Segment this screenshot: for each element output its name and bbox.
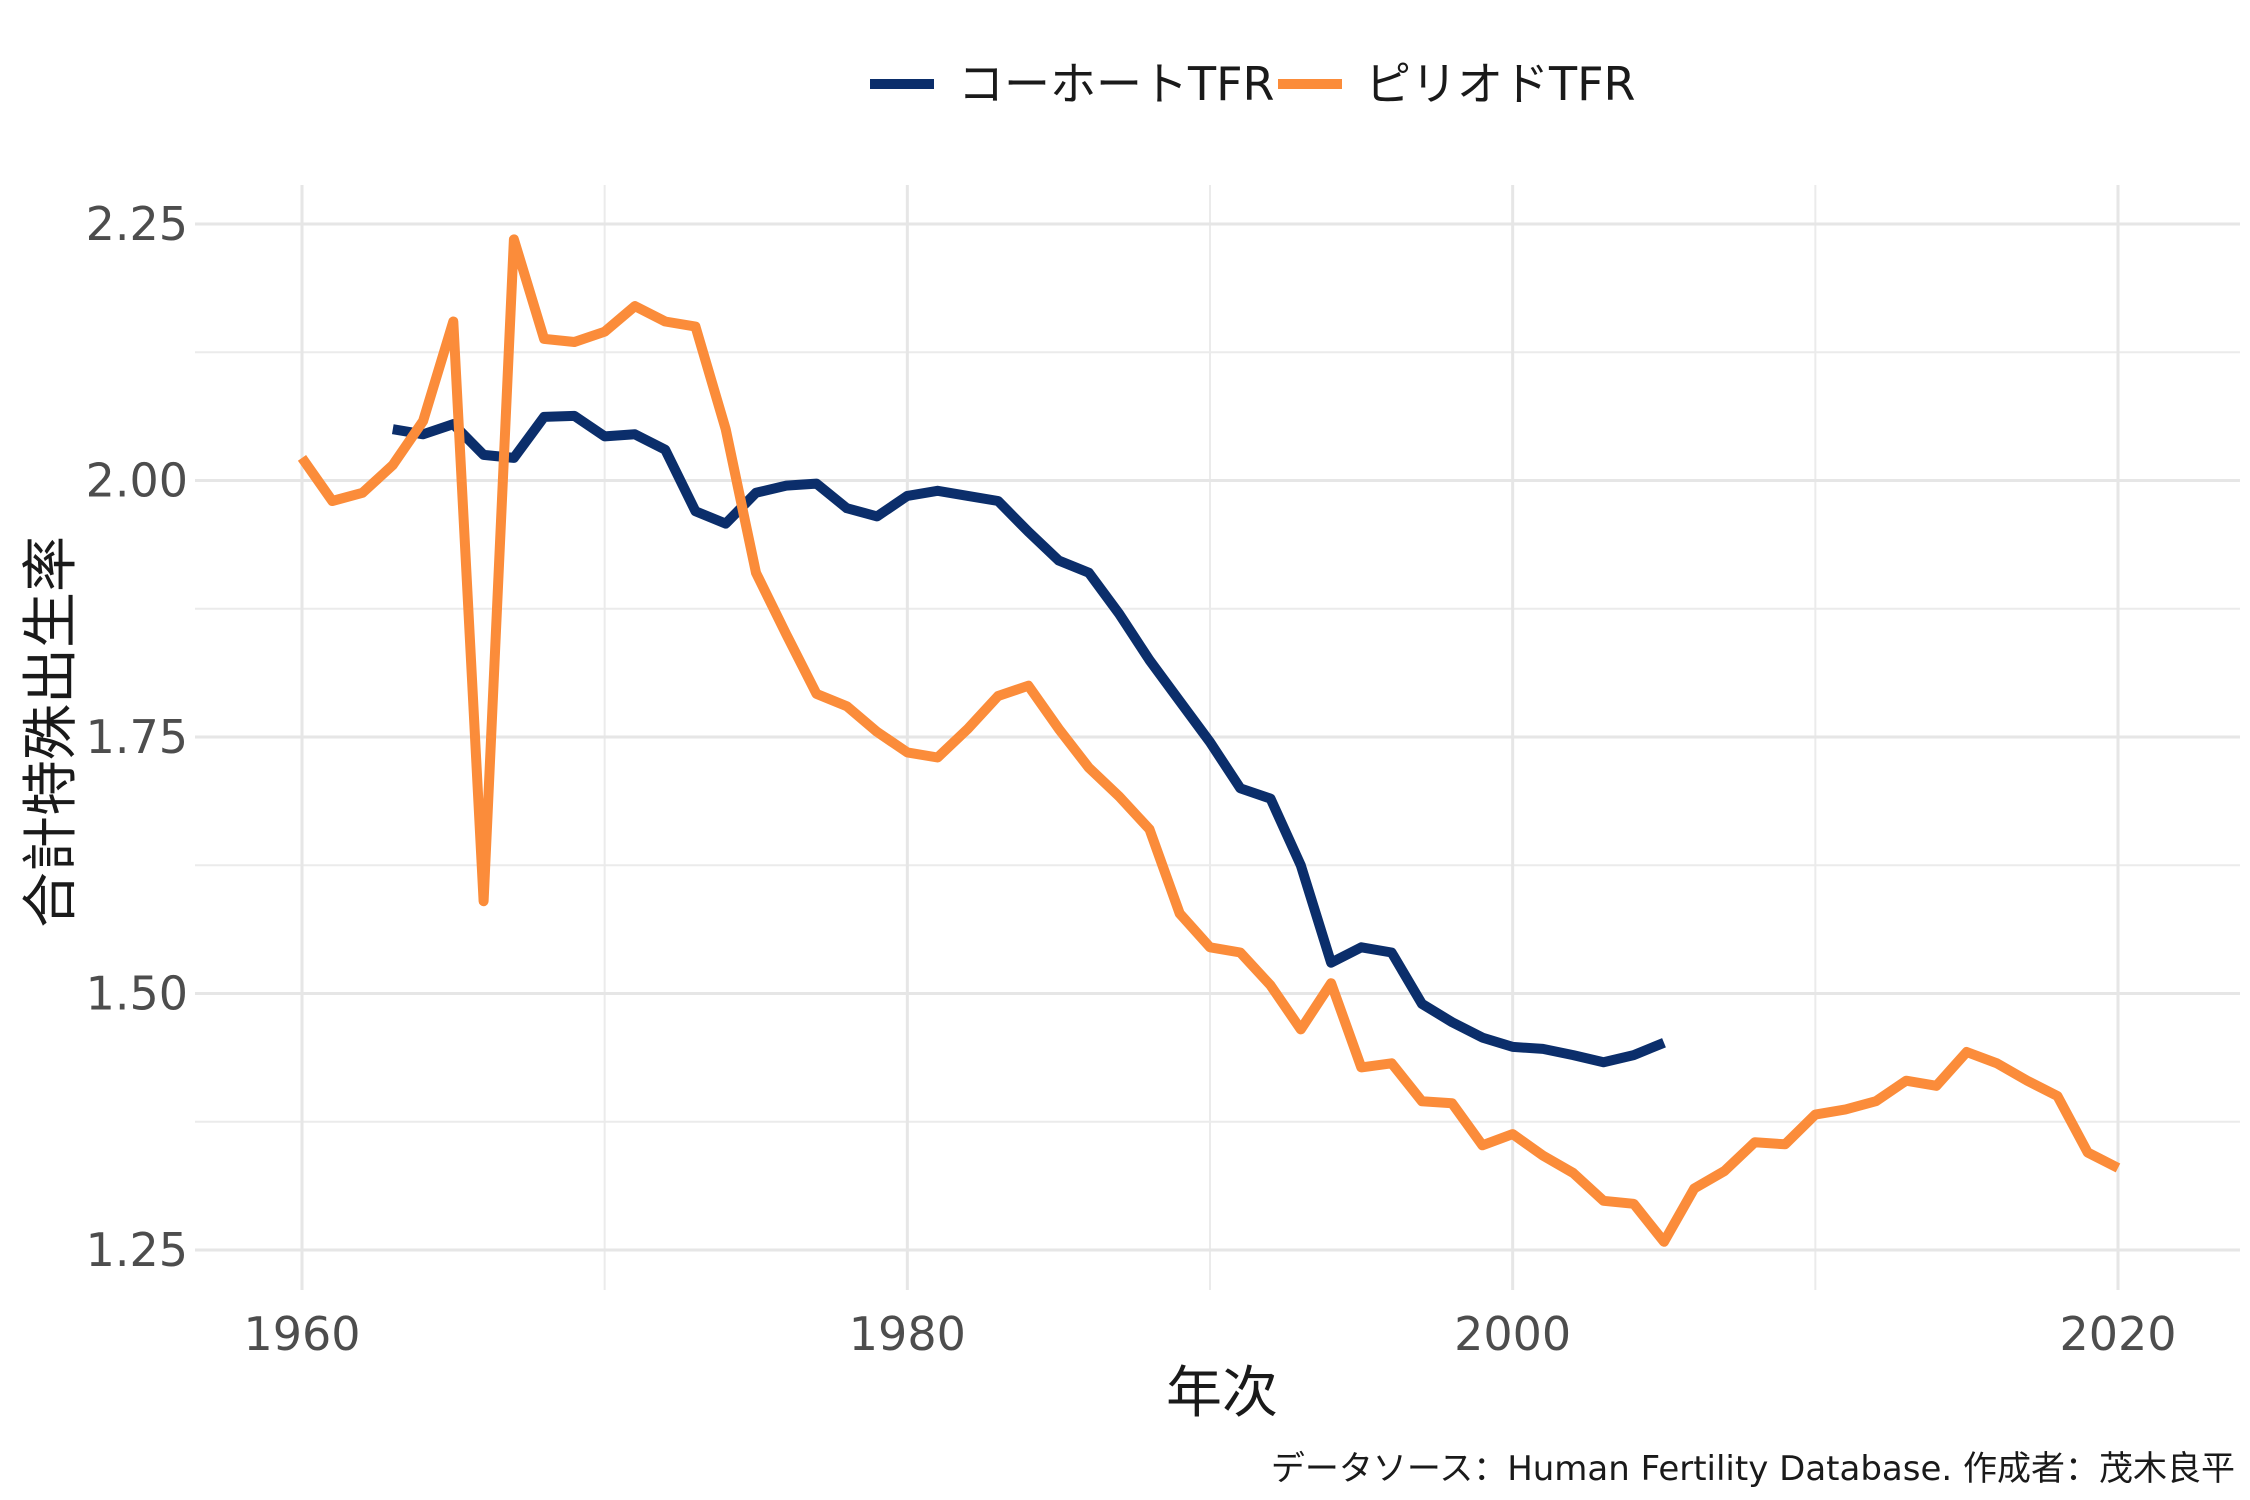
y-tick-label: 1.75 — [86, 710, 188, 764]
legend-label-cohort-tfr: コーホートTFR — [958, 57, 1275, 111]
caption: データソース：Human Fertility Database. 作成者：茂木良… — [1271, 1449, 2235, 1489]
y-tick-label: 1.25 — [86, 1223, 188, 1277]
y-tick-labels: 1.25 1.50 1.75 2.00 2.25 — [86, 197, 188, 1277]
x-tick-label: 2000 — [1454, 1307, 1571, 1361]
series-layer — [297, 234, 2121, 1247]
x-tick-label: 2020 — [2059, 1307, 2176, 1361]
y-tick-label: 2.00 — [86, 454, 188, 508]
series-line-cohort-tfr — [391, 410, 1666, 1068]
grid-major — [195, 185, 2240, 1290]
y-tick-label: 2.25 — [86, 197, 188, 251]
legend: コーホートTFR ピリオドTFR — [870, 57, 1636, 111]
series-line-period-tfr — [297, 234, 2121, 1247]
y-axis-title: 合計特殊出生率 — [19, 536, 84, 928]
x-tick-label: 1980 — [849, 1307, 966, 1361]
x-tick-label: 1960 — [243, 1307, 360, 1361]
legend-label-period-tfr: ピリオドTFR — [1365, 57, 1636, 111]
y-tick-label: 1.50 — [86, 967, 188, 1021]
x-axis-title: 年次 — [1166, 1361, 1278, 1426]
x-tick-labels: 1960 1980 2000 2020 — [243, 1307, 2176, 1361]
